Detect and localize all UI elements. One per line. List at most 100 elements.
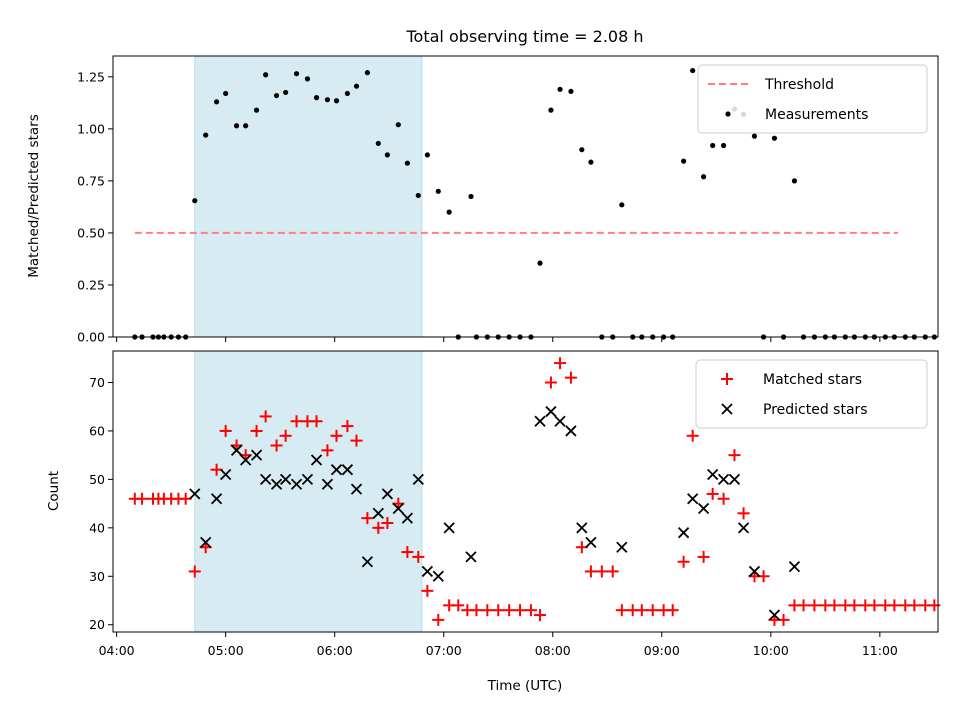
x-tick-label: 05:00 bbox=[208, 643, 244, 658]
bottom-x-ticks: 04:00 05:00 06:00 07:00 08:00 09:00 10:00 11:00 bbox=[99, 632, 898, 658]
predicted-star-point bbox=[616, 541, 628, 553]
measurement-point bbox=[375, 140, 381, 147]
observing-window-shade bbox=[194, 55, 423, 338]
measurement-point bbox=[253, 107, 260, 113]
legend-measurements-swatch bbox=[725, 111, 731, 117]
measurement-point bbox=[324, 97, 331, 103]
x-tick-label: 07:00 bbox=[426, 643, 462, 658]
matched-star-point bbox=[514, 604, 527, 617]
legend-matched-label: Matched stars bbox=[763, 372, 862, 388]
matched-star-point bbox=[706, 487, 719, 500]
matched-star-point bbox=[432, 613, 445, 626]
bottom-legend: Matched stars Predicted stars bbox=[695, 359, 928, 429]
measurement-point bbox=[233, 123, 240, 129]
matched-star-point bbox=[615, 604, 628, 617]
matched-star-point bbox=[219, 424, 232, 437]
y-tick-label: 1.25 bbox=[77, 69, 105, 84]
matched-star-points bbox=[128, 357, 941, 626]
matched-star-point bbox=[544, 376, 557, 389]
predicted-star-point bbox=[189, 488, 201, 500]
matched-star-point bbox=[481, 604, 494, 617]
matched-star-point bbox=[828, 599, 841, 612]
predicted-star-point bbox=[270, 478, 283, 490]
predicted-star-point bbox=[210, 493, 223, 505]
measurement-point bbox=[751, 133, 758, 139]
matched-star-point bbox=[412, 550, 425, 563]
y-tick-label: 20 bbox=[89, 617, 105, 632]
matched-star-point bbox=[341, 420, 354, 433]
matched-star-point bbox=[584, 565, 597, 578]
predicted-star-point bbox=[443, 522, 455, 534]
x-tick-label: 04:00 bbox=[99, 643, 135, 658]
measurement-point bbox=[537, 260, 543, 266]
predicted-star-point bbox=[737, 522, 750, 534]
matched-star-point bbox=[492, 604, 505, 617]
matched-star-point bbox=[321, 444, 334, 457]
predicted-star-point bbox=[310, 454, 323, 466]
matched-star-point bbox=[136, 492, 149, 505]
measurement-point bbox=[243, 123, 249, 129]
measurement-point bbox=[344, 90, 351, 97]
matched-star-point bbox=[290, 415, 303, 428]
predicted-star-point bbox=[728, 473, 741, 486]
measurement-point bbox=[771, 135, 778, 141]
measurement-point bbox=[680, 158, 687, 164]
matched-star-point bbox=[868, 599, 881, 612]
measurement-point bbox=[213, 99, 220, 105]
measurement-point bbox=[568, 88, 574, 94]
predicted-star-point bbox=[230, 444, 243, 456]
measurement-point bbox=[223, 90, 229, 97]
predicted-star-point bbox=[372, 507, 384, 519]
matched-star-point bbox=[361, 512, 374, 525]
predicted-star-point bbox=[240, 454, 252, 466]
bottom-y-axis-label: Count bbox=[46, 471, 62, 511]
matched-star-point bbox=[188, 565, 201, 578]
predicted-star-point bbox=[321, 478, 334, 490]
matched-star-point bbox=[421, 584, 434, 597]
legend-predicted-swatch bbox=[721, 403, 733, 415]
top-y-ticks: 0.00 0.25 0.50 0.75 1.00 1.25 bbox=[77, 69, 113, 345]
matched-star-point bbox=[848, 599, 861, 612]
matched-star-point bbox=[470, 604, 483, 617]
measurement-point bbox=[395, 122, 401, 128]
measurement-point bbox=[192, 198, 198, 204]
predicted-star-point bbox=[788, 560, 801, 573]
matched-star-point bbox=[606, 565, 619, 578]
predicted-star-point bbox=[421, 565, 434, 578]
measurement-point bbox=[588, 159, 594, 165]
y-tick-label: 0.00 bbox=[77, 330, 105, 345]
predicted-star-point bbox=[585, 536, 597, 549]
matched-star-point bbox=[808, 599, 821, 612]
chart-title: Total observing time = 2.08 h bbox=[405, 27, 643, 46]
matched-star-point bbox=[279, 429, 292, 442]
matched-star-point bbox=[564, 371, 577, 384]
matched-star-point bbox=[737, 507, 750, 520]
legend-measurements-label: Measurements bbox=[765, 107, 868, 123]
measurement-point bbox=[313, 95, 320, 101]
matched-star-point bbox=[635, 604, 648, 617]
predicted-star-point bbox=[361, 556, 374, 568]
bottom-axes-frame bbox=[112, 350, 939, 633]
matched-star-point bbox=[330, 429, 343, 442]
measurement-point bbox=[468, 193, 474, 200]
predicted-star-point bbox=[401, 512, 414, 524]
matched-star-point bbox=[717, 492, 730, 505]
matched-star-point bbox=[452, 599, 465, 612]
predicted-star-point bbox=[545, 405, 557, 418]
matched-star-point bbox=[250, 424, 263, 437]
predicted-star-point bbox=[554, 415, 566, 427]
predicted-star-point bbox=[748, 565, 761, 578]
measurement-point bbox=[203, 132, 209, 138]
predicted-star-points bbox=[189, 405, 801, 621]
measurement-point bbox=[273, 92, 280, 99]
measurement-point bbox=[283, 89, 289, 96]
legend-box bbox=[697, 64, 928, 134]
matched-star-point bbox=[595, 565, 608, 578]
x-tick-label: 08:00 bbox=[535, 643, 571, 658]
y-tick-label: 70 bbox=[89, 375, 105, 390]
measurement-point bbox=[548, 107, 554, 113]
matched-star-point bbox=[554, 357, 567, 370]
y-tick-label: 0.50 bbox=[77, 225, 105, 240]
y-tick-label: 0.25 bbox=[77, 277, 105, 292]
matched-star-point bbox=[646, 604, 659, 617]
